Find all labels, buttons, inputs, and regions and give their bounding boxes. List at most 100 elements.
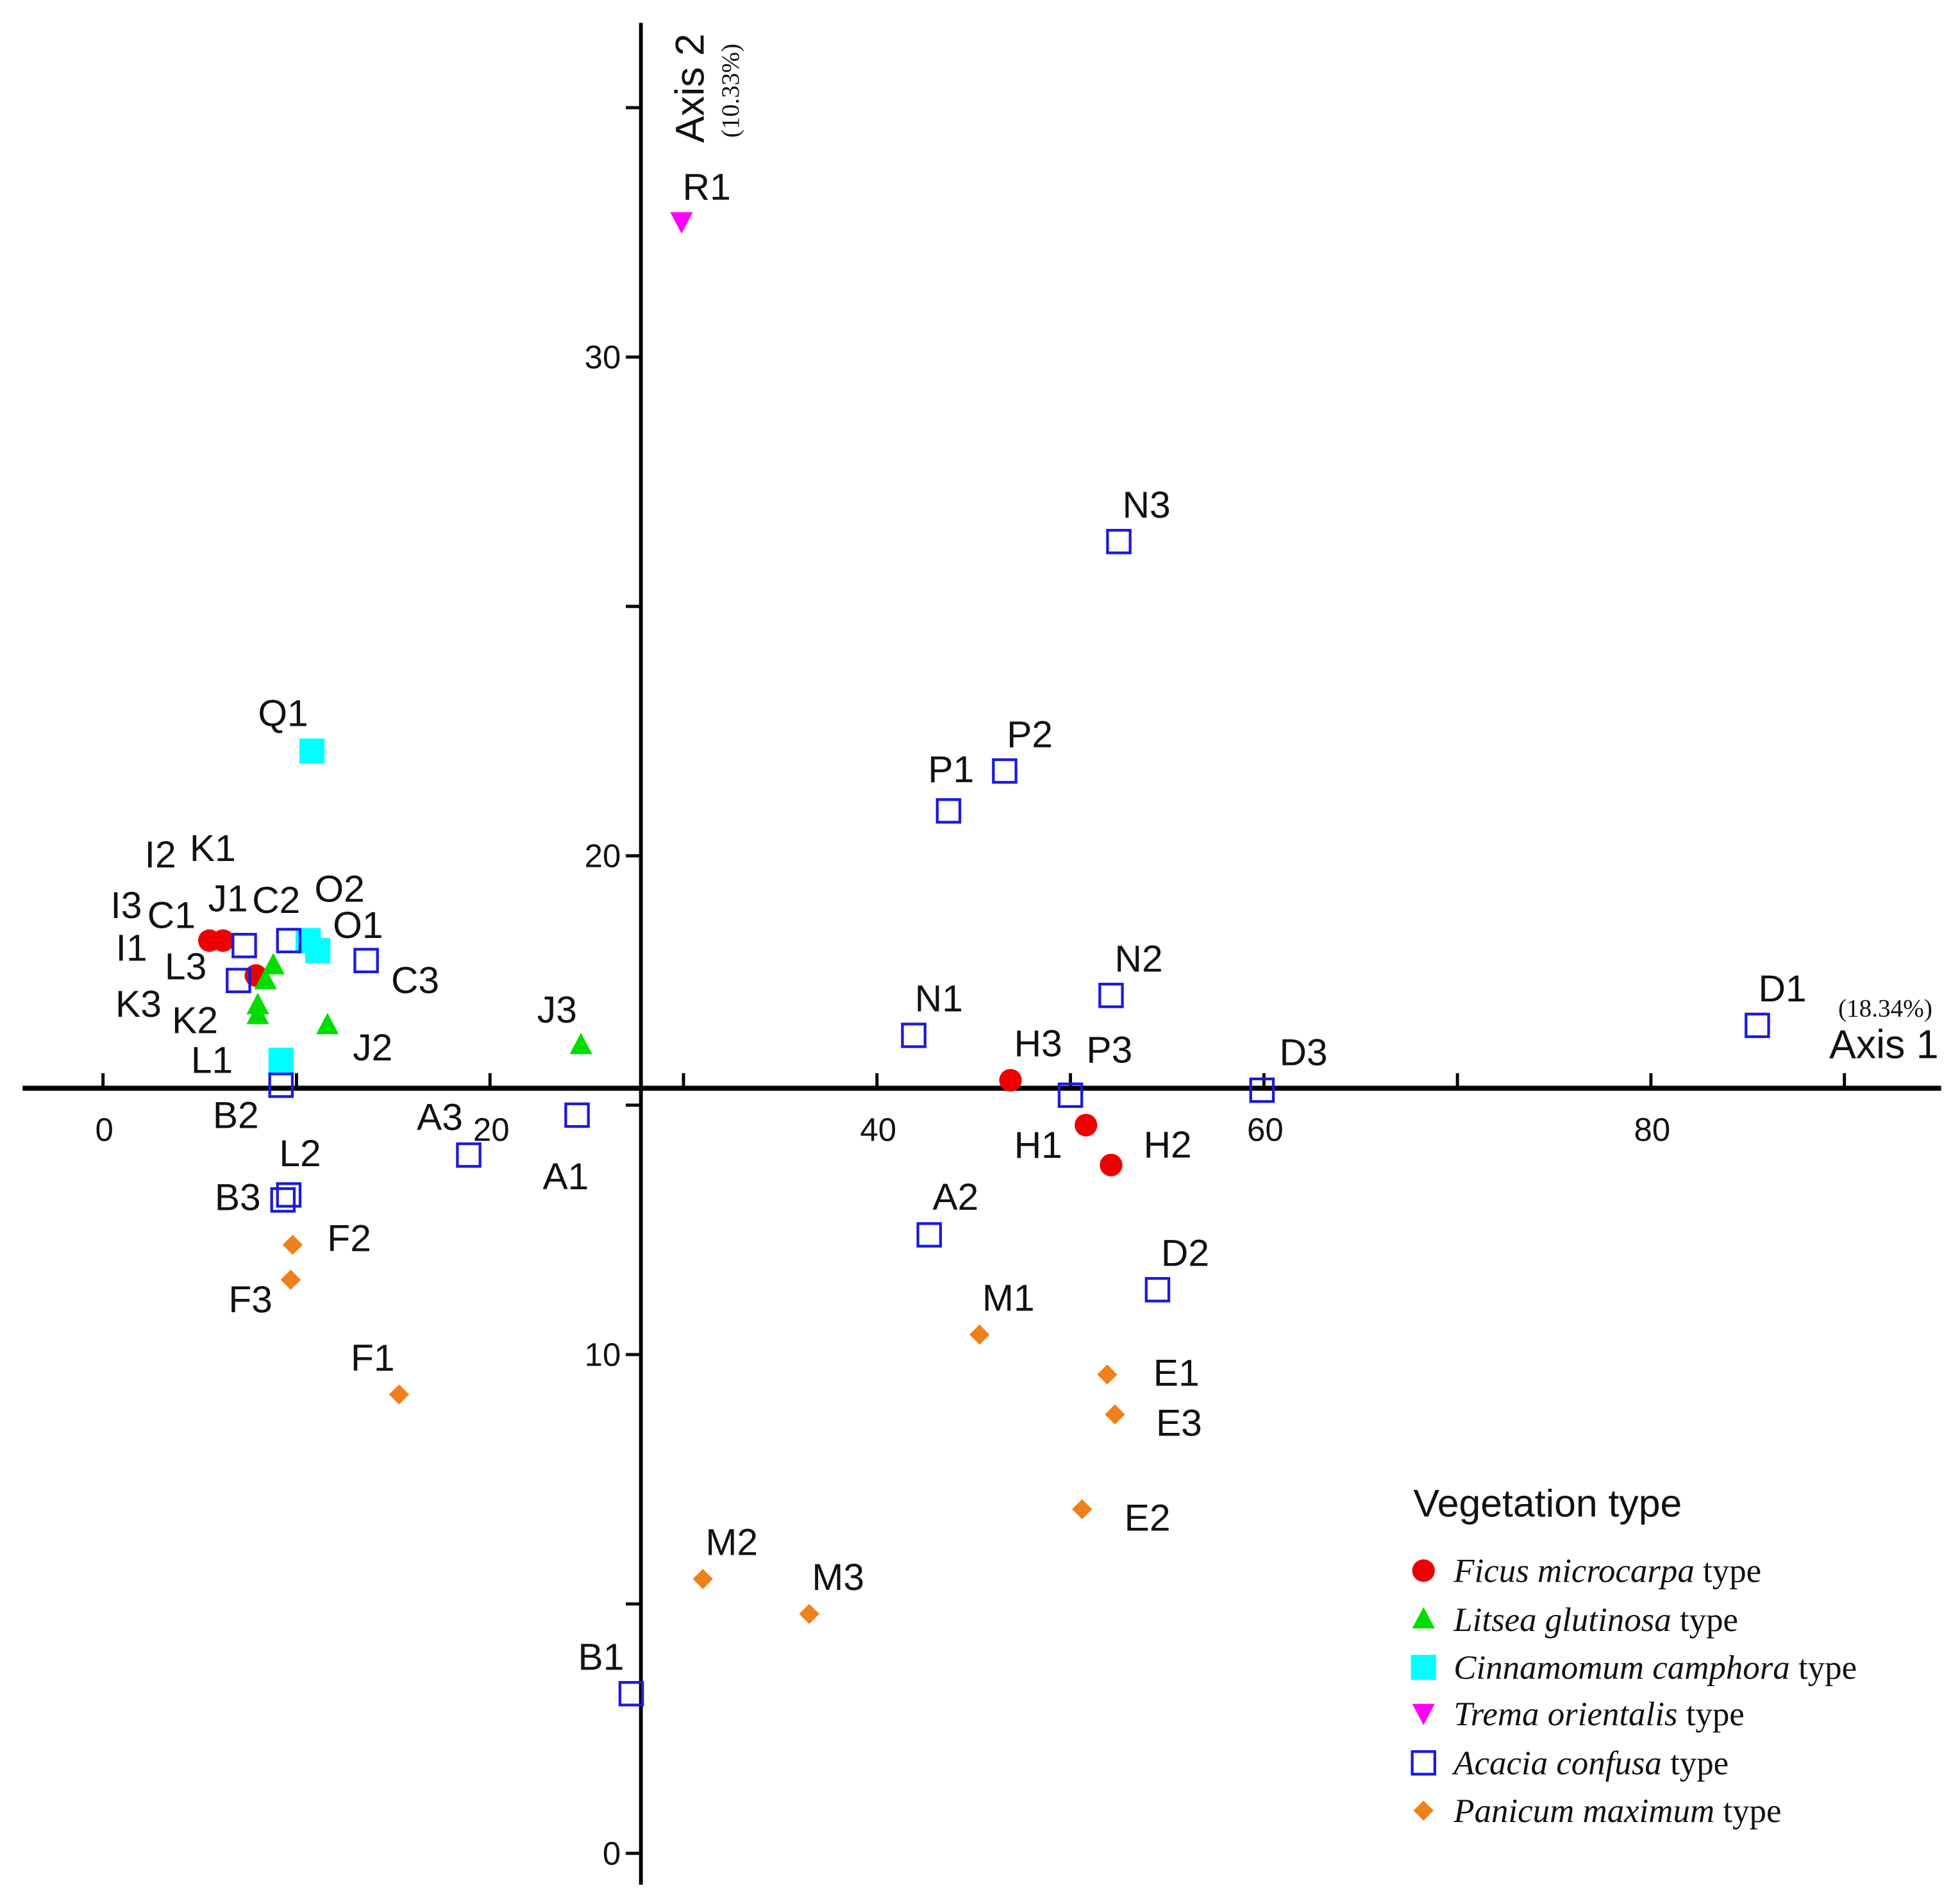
legend-type-suffix: type (1695, 1553, 1761, 1590)
y-tick-label: 0 (603, 1835, 621, 1871)
point-F2-panicum-maximum (282, 1235, 303, 1255)
axes: 0 20 40 60 80 0 10 20 30 Axis 1(18.34%) Axis 2 (10.… (22, 22, 1941, 1885)
point-D1-acacia-confusa (1745, 1012, 1770, 1039)
point-label-Q1: Q1 (258, 692, 308, 734)
y-tick-label: 20 (585, 838, 621, 874)
point-label-B3: B3 (215, 1176, 261, 1218)
point-label-J3: J3 (537, 989, 577, 1031)
point-J1-litsea-glutinosa (262, 953, 285, 974)
point-label-N1: N1 (915, 978, 963, 1020)
point-Q1-cinnamomum-camphora (299, 738, 325, 764)
point-label-E3: E3 (1156, 1403, 1202, 1444)
point-R1-trema-orientalis (670, 212, 693, 234)
legend-species-name: Litsea glutinosa (1453, 1601, 1671, 1639)
point-label-A2: A2 (932, 1176, 978, 1218)
point-M3-panicum-maximum (799, 1603, 819, 1625)
legend-entry-litsea-glutinosa: Litsea glutinosa type (1453, 1601, 1738, 1639)
legend-title: Vegetation type (1414, 1482, 1682, 1525)
point-label-O1: O1 (333, 905, 383, 946)
point-L1-cinnamomum-camphora (268, 1048, 294, 1073)
point-C3-acacia-confusa (353, 948, 379, 974)
data-points (198, 212, 1770, 1707)
point-I3-ficus-microcarpa (212, 929, 235, 952)
point-D3-acacia-confusa (1249, 1077, 1275, 1103)
point-label-H1: H1 (1014, 1125, 1062, 1166)
legend-type-suffix: type (1671, 1601, 1738, 1639)
point-A3-acacia-confusa (456, 1142, 482, 1168)
legend-type-suffix: type (1714, 1793, 1781, 1830)
legend-species-name: Ficus microcarpa (1453, 1553, 1695, 1590)
point-C1-acacia-confusa (231, 933, 257, 958)
point-label-K1: K1 (190, 828, 236, 869)
legend-marker-trema-orientalis (1412, 1703, 1435, 1725)
point-label-C3: C3 (391, 960, 439, 1001)
point-label-P2: P2 (1007, 714, 1053, 755)
point-P1-acacia-confusa (935, 798, 962, 824)
point-N2-acacia-confusa (1098, 982, 1124, 1008)
point-label-K3: K3 (115, 983, 162, 1025)
point-A1-acacia-confusa (564, 1102, 590, 1128)
point-label-N2: N2 (1115, 938, 1163, 980)
point-label-K2: K2 (172, 999, 218, 1041)
x-tick-label: 0 (95, 1112, 113, 1148)
point-label-N3: N3 (1123, 485, 1171, 526)
point-E1-panicum-maximum (1097, 1364, 1118, 1385)
x-axis-title: Axis 1 (1829, 1022, 1939, 1067)
x-tick-label: 40 (860, 1112, 896, 1148)
legend-marker-litsea-glutinosa (1412, 1607, 1435, 1629)
legend-species-name: Panicum maximum (1453, 1793, 1714, 1830)
point-label-B1: B1 (578, 1637, 624, 1678)
legend-species-name: Trema orientalis (1453, 1696, 1677, 1733)
point-label-M3: M3 (812, 1557, 864, 1598)
point-label-C1: C1 (147, 894, 196, 936)
point-label-H3: H3 (1014, 1023, 1062, 1065)
point-K3-litsea-glutinosa (246, 1003, 269, 1024)
legend-entry-cinnamomum-camphora: Cinnamomum camphora type (1453, 1649, 1857, 1686)
legend-type-suffix: type (1790, 1649, 1857, 1686)
point-label-A1: A1 (542, 1156, 589, 1198)
point-O1-cinnamomum-camphora (305, 938, 331, 964)
x-tick-label: 20 (473, 1112, 510, 1148)
legend-entry-acacia-confusa: Acacia confusa type (1452, 1744, 1729, 1782)
legend-type-suffix: type (1662, 1744, 1729, 1782)
y-axis-variance: (10.33%) (717, 44, 744, 138)
x-tick-label: 60 (1247, 1112, 1284, 1148)
point-D2-acacia-confusa (1144, 1276, 1171, 1303)
point-J2-litsea-glutinosa (316, 1012, 339, 1035)
point-B3-acacia-confusa (270, 1187, 296, 1213)
point-M1-panicum-maximum (969, 1325, 990, 1345)
point-label-H2: H2 (1144, 1124, 1192, 1166)
point-label-F2: F2 (327, 1217, 371, 1259)
point-B2-acacia-confusa (268, 1072, 294, 1098)
legend-marker-acacia-confusa (1411, 1750, 1437, 1776)
point-label-E2: E2 (1125, 1497, 1171, 1539)
point-H2-ficus-microcarpa (1100, 1153, 1123, 1176)
point-M2-panicum-maximum (692, 1569, 713, 1589)
point-label-I1: I1 (116, 927, 147, 969)
point-E3-panicum-maximum (1105, 1404, 1125, 1425)
point-J3-litsea-glutinosa (569, 1032, 592, 1055)
point-label-D3: D3 (1279, 1032, 1327, 1073)
point-label-O2: O2 (314, 868, 364, 910)
point-H1-ficus-microcarpa (1075, 1114, 1098, 1137)
point-label-J1: J1 (208, 878, 248, 920)
point-label-B2: B2 (213, 1094, 259, 1136)
point-label-L2: L2 (279, 1133, 321, 1175)
point-N3-acacia-confusa (1106, 528, 1132, 555)
point-E2-panicum-maximum (1072, 1499, 1093, 1519)
point-label-I3: I3 (110, 885, 142, 926)
point-label-P1: P1 (928, 749, 974, 790)
point-label-R1: R1 (683, 167, 731, 208)
legend-marker-cinnamomum-camphora (1411, 1655, 1436, 1680)
y-axis-title: Axis 2 (667, 33, 712, 143)
y-tick-label: 30 (585, 339, 621, 376)
point-label-M1: M1 (982, 1277, 1035, 1319)
point-F3-panicum-maximum (280, 1269, 301, 1290)
point-C2-acacia-confusa (276, 928, 302, 953)
point-label-C2: C2 (252, 880, 300, 921)
point-P2-acacia-confusa (992, 758, 1018, 784)
